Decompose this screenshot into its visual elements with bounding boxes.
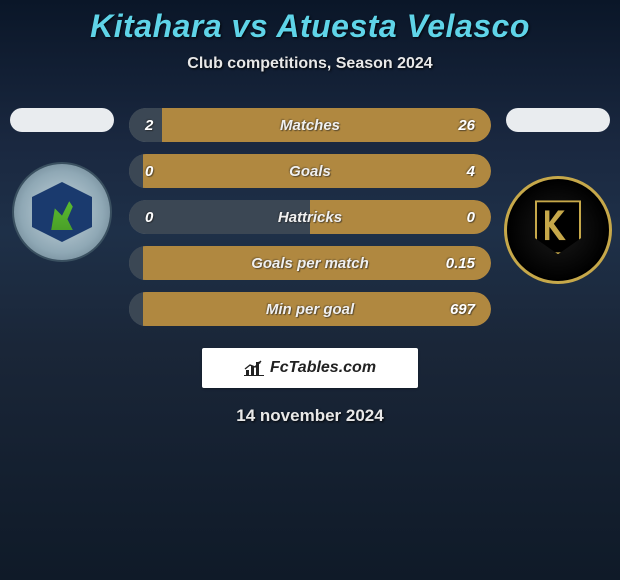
stat-label: Min per goal bbox=[189, 301, 431, 318]
stat-label: Goals per match bbox=[189, 255, 431, 272]
page-title: Kitahara vs Atuesta Velasco bbox=[0, 8, 620, 45]
date-text: 14 november 2024 bbox=[0, 406, 620, 426]
stat-row: Min per goal697 bbox=[129, 292, 491, 326]
seattle-sounders-logo-icon bbox=[12, 162, 112, 262]
stat-row: Goals per match0.15 bbox=[129, 246, 491, 280]
stat-right-value: 26 bbox=[431, 117, 491, 134]
main-row: 2Matches260Goals40Hattricks0Goals per ma… bbox=[0, 108, 620, 326]
stat-left-fill bbox=[129, 246, 143, 280]
brand-text: FcTables.com bbox=[270, 359, 376, 377]
comparison-card: Kitahara vs Atuesta Velasco Club competi… bbox=[0, 0, 620, 580]
stat-right-value: 697 bbox=[431, 301, 491, 318]
stat-label: Goals bbox=[189, 163, 431, 180]
stat-row: 0Hattricks0 bbox=[129, 200, 491, 234]
left-team-column bbox=[7, 108, 117, 262]
right-team-column bbox=[503, 108, 613, 284]
stat-right-value: 4 bbox=[431, 163, 491, 180]
stat-right-value: 0 bbox=[431, 209, 491, 226]
stat-row: 0Goals4 bbox=[129, 154, 491, 188]
stat-right-value: 0.15 bbox=[431, 255, 491, 272]
left-player-name-pill bbox=[10, 108, 114, 132]
stats-list: 2Matches260Goals40Hattricks0Goals per ma… bbox=[129, 108, 491, 326]
stat-label: Hattricks bbox=[189, 209, 431, 226]
stat-row: 2Matches26 bbox=[129, 108, 491, 142]
subtitle: Club competitions, Season 2024 bbox=[0, 55, 620, 73]
stat-left-fill bbox=[129, 292, 143, 326]
stat-left-value: 2 bbox=[129, 117, 189, 134]
stat-label: Matches bbox=[189, 117, 431, 134]
fctables-chart-icon bbox=[244, 360, 264, 376]
right-player-name-pill bbox=[506, 108, 610, 132]
lafc-logo-icon bbox=[504, 176, 612, 284]
stat-left-value: 0 bbox=[129, 163, 189, 180]
stat-left-value: 0 bbox=[129, 209, 189, 226]
branding-badge[interactable]: FcTables.com bbox=[202, 348, 418, 388]
